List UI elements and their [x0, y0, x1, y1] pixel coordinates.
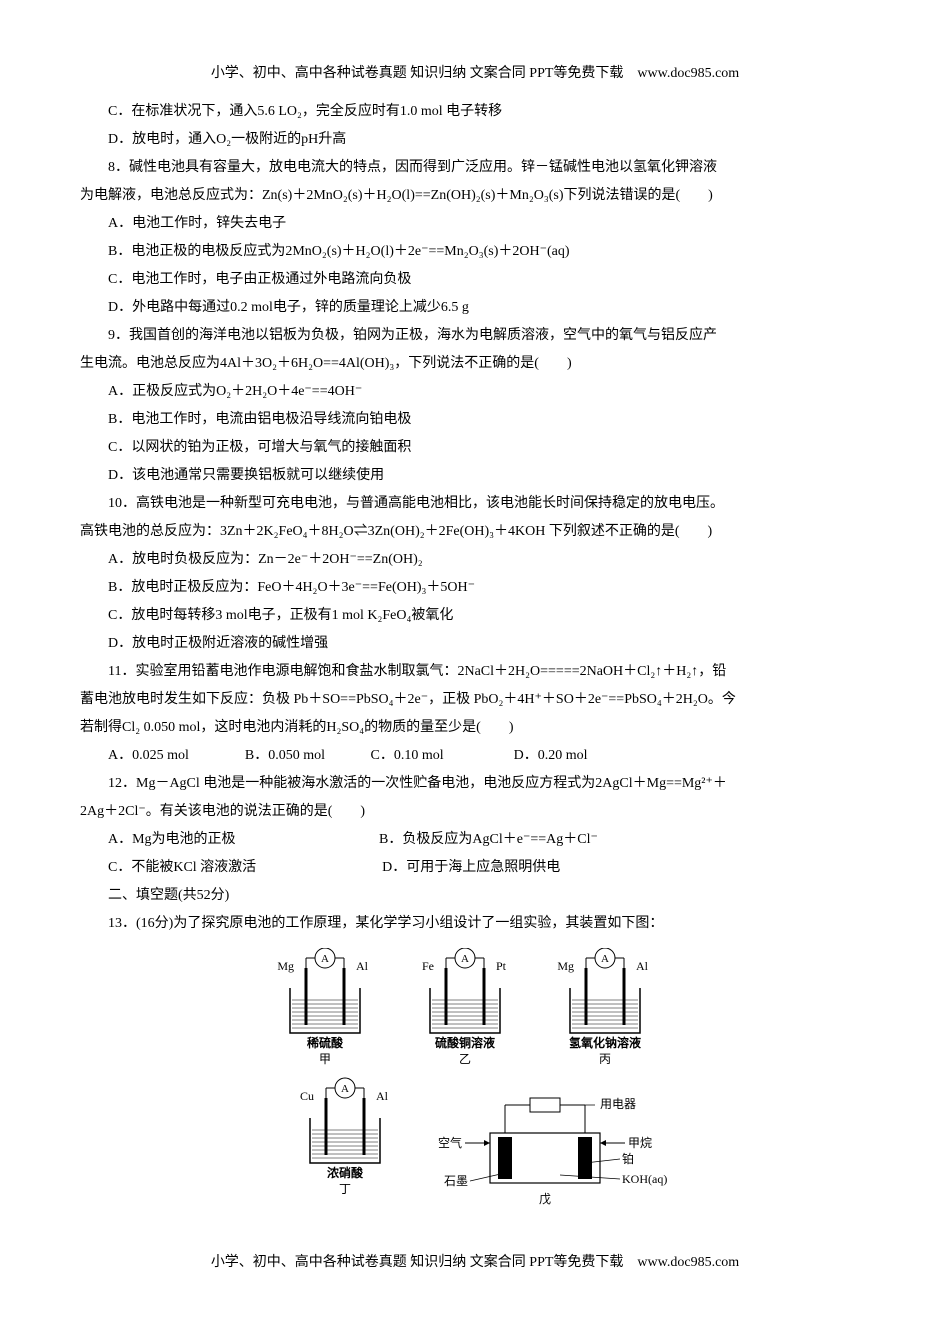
q8-stem-1: 8．碱性电池具有容量大，放电电流大的特点，因而得到广泛应用。锌－锰碱性电池以氢氧… — [80, 154, 870, 182]
svg-text:稀硫酸: 稀硫酸 — [307, 1035, 344, 1050]
svg-text:戊: 戊 — [539, 1192, 551, 1206]
svg-text:乙: 乙 — [459, 1052, 471, 1066]
svg-text:丁: 丁 — [339, 1182, 351, 1196]
q10-opt-a: A．放电时负极反应为：Zn－2e⁻＋2OH⁻==Zn(OH)₂ — [80, 546, 870, 574]
q9-opt-d: D．该电池通常只需要换铝板就可以继续使用 — [80, 462, 870, 490]
svg-text:KOH(aq): KOH(aq) — [622, 1172, 667, 1186]
svg-text:A: A — [461, 953, 469, 965]
q8-stem-2: 为电解液，电池总反应式为：Zn(s)＋2MnO₂(s)＋H₂O(l)==Zn(O… — [80, 182, 870, 210]
q8-opt-d: D．外电路中每通过0.2 mol电子，锌的质量理论上减少6.5 g — [80, 294, 870, 322]
svg-text:A: A — [601, 953, 609, 965]
q10-opt-c: C．放电时每转移3 mol电子，正极有1 mol K₂FeO₄被氧化 — [80, 602, 870, 630]
q11-opts: A．0.025 mol B．0.050 mol C．0.10 mol D．0.2… — [80, 742, 870, 770]
section-2-title: 二、填空题(共52分) — [80, 882, 870, 910]
page-footer: 小学、初中、高中各种试卷真题 知识归纳 文案合同 PPT等免费下载 www.do… — [80, 1249, 870, 1277]
q12-opts-cd: C．不能被KCl 溶液激活 D．可用于海上应急照明供电 — [80, 854, 870, 882]
q11-stem-2: 蓄电池放电时发生如下反应：负极 Pb＋SO==PbSO₄＋2e⁻，正极 PbO₂… — [80, 686, 870, 714]
q7-opt-c: C．在标准状况下，通入5.6 LO₂，完全反应时有1.0 mol 电子转移 — [80, 98, 870, 126]
svg-text:甲: 甲 — [319, 1052, 331, 1066]
q9-opt-a: A．正极反应式为O₂＋2H₂O＋4e⁻==4OH⁻ — [80, 378, 870, 406]
q7-opt-d: D．放电时，通入O₂一极附近的pH升高 — [80, 126, 870, 154]
q9-opt-c: C．以网状的铂为正极，可增大与氧气的接触面积 — [80, 434, 870, 462]
svg-text:Mg: Mg — [277, 959, 294, 973]
svg-text:石墨: 石墨 — [444, 1174, 468, 1188]
svg-text:Pt: Pt — [496, 959, 507, 973]
q10-stem-2: 高铁电池的总反应为：3Zn＋2K₂FeO₄＋8H₂O⇌3Zn(OH)₂＋2Fe(… — [80, 518, 870, 546]
svg-text:氢氧化钠溶液: 氢氧化钠溶液 — [569, 1035, 641, 1050]
q10-stem-1: 10．高铁电池是一种新型可充电电池，与普通高能电池相比，该电池能长时间保持稳定的… — [80, 490, 870, 518]
q11-stem-1: 11．实验室用铅蓄电池作电源电解饱和食盐水制取氯气：2NaCl＋2H₂O====… — [80, 658, 870, 686]
svg-text:甲烷: 甲烷 — [628, 1136, 652, 1150]
svg-text:硫酸铜溶液: 硫酸铜溶液 — [435, 1035, 495, 1050]
svg-text:Cu: Cu — [300, 1089, 314, 1103]
q8-opt-b: B．电池正极的电极反应式为2MnO₂(s)＋H₂O(l)＋2e⁻==Mn₂O₃(… — [80, 238, 870, 266]
svg-text:用电器: 用电器 — [600, 1097, 636, 1111]
svg-text:Al: Al — [376, 1089, 389, 1103]
svg-text:A: A — [321, 953, 329, 965]
page-header: 小学、初中、高中各种试卷真题 知识归纳 文案合同 PPT等免费下载 www.do… — [80, 60, 870, 88]
q11-stem-3: 若制得Cl₂ 0.050 mol，这时电池内消耗的H₂SO₄的物质的量至少是( … — [80, 714, 870, 742]
svg-text:空气: 空气 — [438, 1135, 462, 1150]
q8-opt-c: C．电池工作时，电子由正极通过外电路流向负极 — [80, 266, 870, 294]
svg-text:A: A — [341, 1083, 349, 1095]
q9-opt-b: B．电池工作时，电流由铝电极沿导线流向铂电极 — [80, 406, 870, 434]
q8-opt-a: A．电池工作时，锌失去电子 — [80, 210, 870, 238]
q12-stem-1: 12．Mg－AgCl 电池是一种能被海水激活的一次性贮备电池，电池反应方程式为2… — [80, 770, 870, 798]
svg-text:Mg: Mg — [557, 959, 574, 973]
q13-stem: 13．(16分)为了探究原电池的工作原理，某化学学习小组设计了一组实验，其装置如… — [80, 910, 870, 938]
q9-stem-2: 生电流。电池总反应为4Al＋3O₂＋6H₂O==4Al(OH)₃，下列说法不正确… — [80, 350, 870, 378]
svg-text:浓硝酸: 浓硝酸 — [327, 1165, 364, 1180]
svg-text:Al: Al — [636, 959, 649, 973]
svg-text:Fe: Fe — [422, 959, 434, 973]
apparatus-diagram: A Mg Al 稀硫酸甲 A Fe Pt 硫酸铜溶液乙 A Mg Al 氢氧化钠溶液丙 A Cu Al 浓硝酸… — [255, 948, 695, 1208]
q13-figure: A Mg Al 稀硫酸甲 A Fe Pt 硫酸铜溶液乙 A Mg Al 氢氧化钠溶液丙 A Cu Al 浓硝酸… — [80, 948, 870, 1219]
q12-stem-2: 2Ag＋2Cl⁻。有关该电池的说法正确的是( ) — [80, 798, 870, 826]
q9-stem-1: 9．我国首创的海洋电池以铝板为负极，铂网为正极，海水为电解质溶液，空气中的氧气与… — [80, 322, 870, 350]
svg-text:丙: 丙 — [599, 1052, 611, 1066]
svg-text:Al: Al — [356, 959, 369, 973]
svg-text:铂: 铂 — [622, 1151, 634, 1166]
q12-opts-ab: A．Mg为电池的正极 B．负极反应为AgCl＋e⁻==Ag＋Cl⁻ — [80, 826, 870, 854]
q10-opt-d: D．放电时正极附近溶液的碱性增强 — [80, 630, 870, 658]
q10-opt-b: B．放电时正极反应为：FeO＋4H₂O＋3e⁻==Fe(OH)₃＋5OH⁻ — [80, 574, 870, 602]
